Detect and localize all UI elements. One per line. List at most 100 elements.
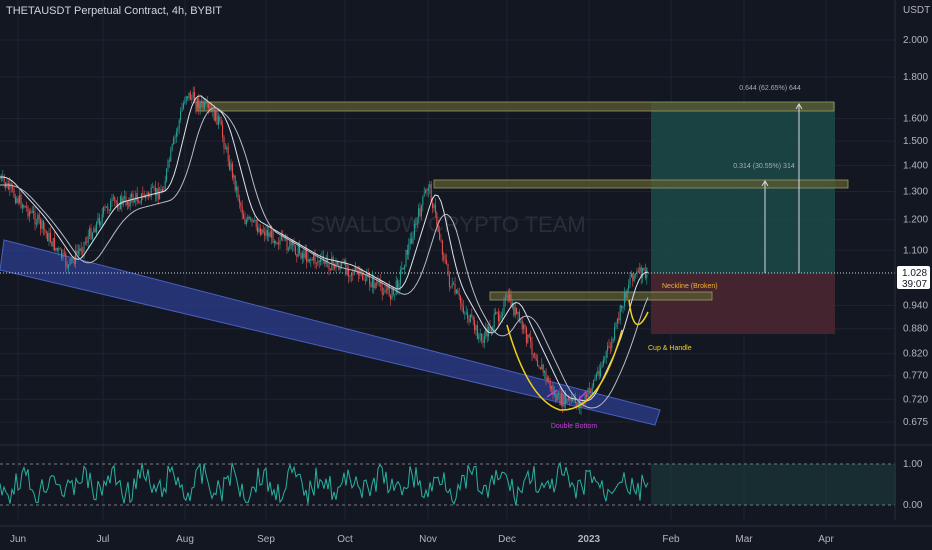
candle-body [446,260,448,264]
candle-body [244,218,246,224]
price-tick: 0.820 [903,349,928,360]
candle-body [341,262,343,267]
candle-body [642,267,644,279]
candle-body [294,246,296,255]
candle-body [567,398,569,400]
candle-body [196,98,198,108]
neckline-label: Neckline (Broken) [662,283,718,290]
candle-body [300,252,302,259]
candle-body [608,345,610,348]
candle-body [26,206,28,208]
candle-body [84,241,86,243]
neckline-zone [489,291,713,301]
candle-body [458,293,460,297]
candle-body [41,220,43,229]
candle-body [629,277,631,286]
candle-body [121,196,123,206]
candle-body [427,187,429,191]
time-tick: Sep [257,534,275,545]
candle-body [40,219,42,229]
price-tick: 0.720 [903,394,928,405]
oscillator-line [0,461,649,506]
candle-body [185,96,187,102]
price-tick: 1.500 [903,136,928,147]
symbol-title[interactable]: THETAUSDT Perpetual Contract, 4h, BYBIT [6,5,223,17]
candle-body [14,196,16,203]
candle-body [335,262,337,269]
candle-body [310,259,312,261]
moving-averages [0,95,649,409]
candle-body [364,280,366,281]
candle-body [115,201,117,204]
candle-body [549,383,551,389]
candle-body [644,270,646,278]
candle-body [146,192,148,196]
candle-body [159,193,161,200]
candle-body [70,258,72,260]
candle-body [384,289,386,294]
candle-body [101,213,103,222]
candle-body [366,273,368,281]
candle-body [51,242,53,247]
candle-body [432,203,434,208]
target2-label: 0.644 (62.65%) 644 [739,85,801,92]
candle-body [565,393,567,404]
candle-body [56,247,58,250]
candle-body [336,262,338,266]
candle-body [371,277,373,288]
candle-body [541,364,543,370]
candle-body [444,259,446,261]
candle-body [91,232,93,240]
candle-body [35,222,37,225]
candle-body [90,228,92,240]
candle-body [419,208,421,217]
current-price-value: 1.028 [902,268,927,279]
candle-body [135,193,137,201]
candle-body [69,258,71,265]
candle-body [343,260,345,264]
candle-body [108,209,110,211]
candle-body [289,240,291,249]
candle-body [374,283,376,289]
time-tick: 2023 [578,534,601,545]
candle-body [518,311,520,322]
candle-body [89,228,91,236]
candle-body [555,393,557,401]
candle-body [604,357,606,360]
candle-body [439,231,441,240]
candle-body [49,232,51,243]
time-tick: Feb [662,534,680,545]
candle-body [539,367,541,370]
candle-body [83,242,85,253]
candle-body [395,280,397,295]
candle-body [247,216,249,221]
candle-body [268,232,270,237]
candle-body [308,259,310,261]
candle-body [409,238,411,245]
candle-body [191,97,193,100]
candle-body [392,287,394,295]
candle-body [478,335,480,340]
candle-body [72,259,74,261]
cup-curve [506,324,623,411]
candle-body [96,222,98,233]
candle-body [551,385,553,389]
candle-body [356,267,358,273]
candle-body [76,250,78,254]
candle-body [488,326,490,337]
candle-body [448,275,450,287]
candle-body [297,244,299,257]
candle-body [352,273,354,275]
candle-body [355,267,357,271]
target1-label: 0.314 (30.55%) 314 [733,163,795,170]
candle-body [262,229,264,233]
candle-body [573,397,575,399]
candle-body [385,289,387,291]
candle-body [28,211,30,217]
candle-body [229,161,231,170]
candle-body [131,194,133,198]
candle-body [27,207,29,217]
candle-body [209,107,211,109]
candle-body [370,284,372,288]
